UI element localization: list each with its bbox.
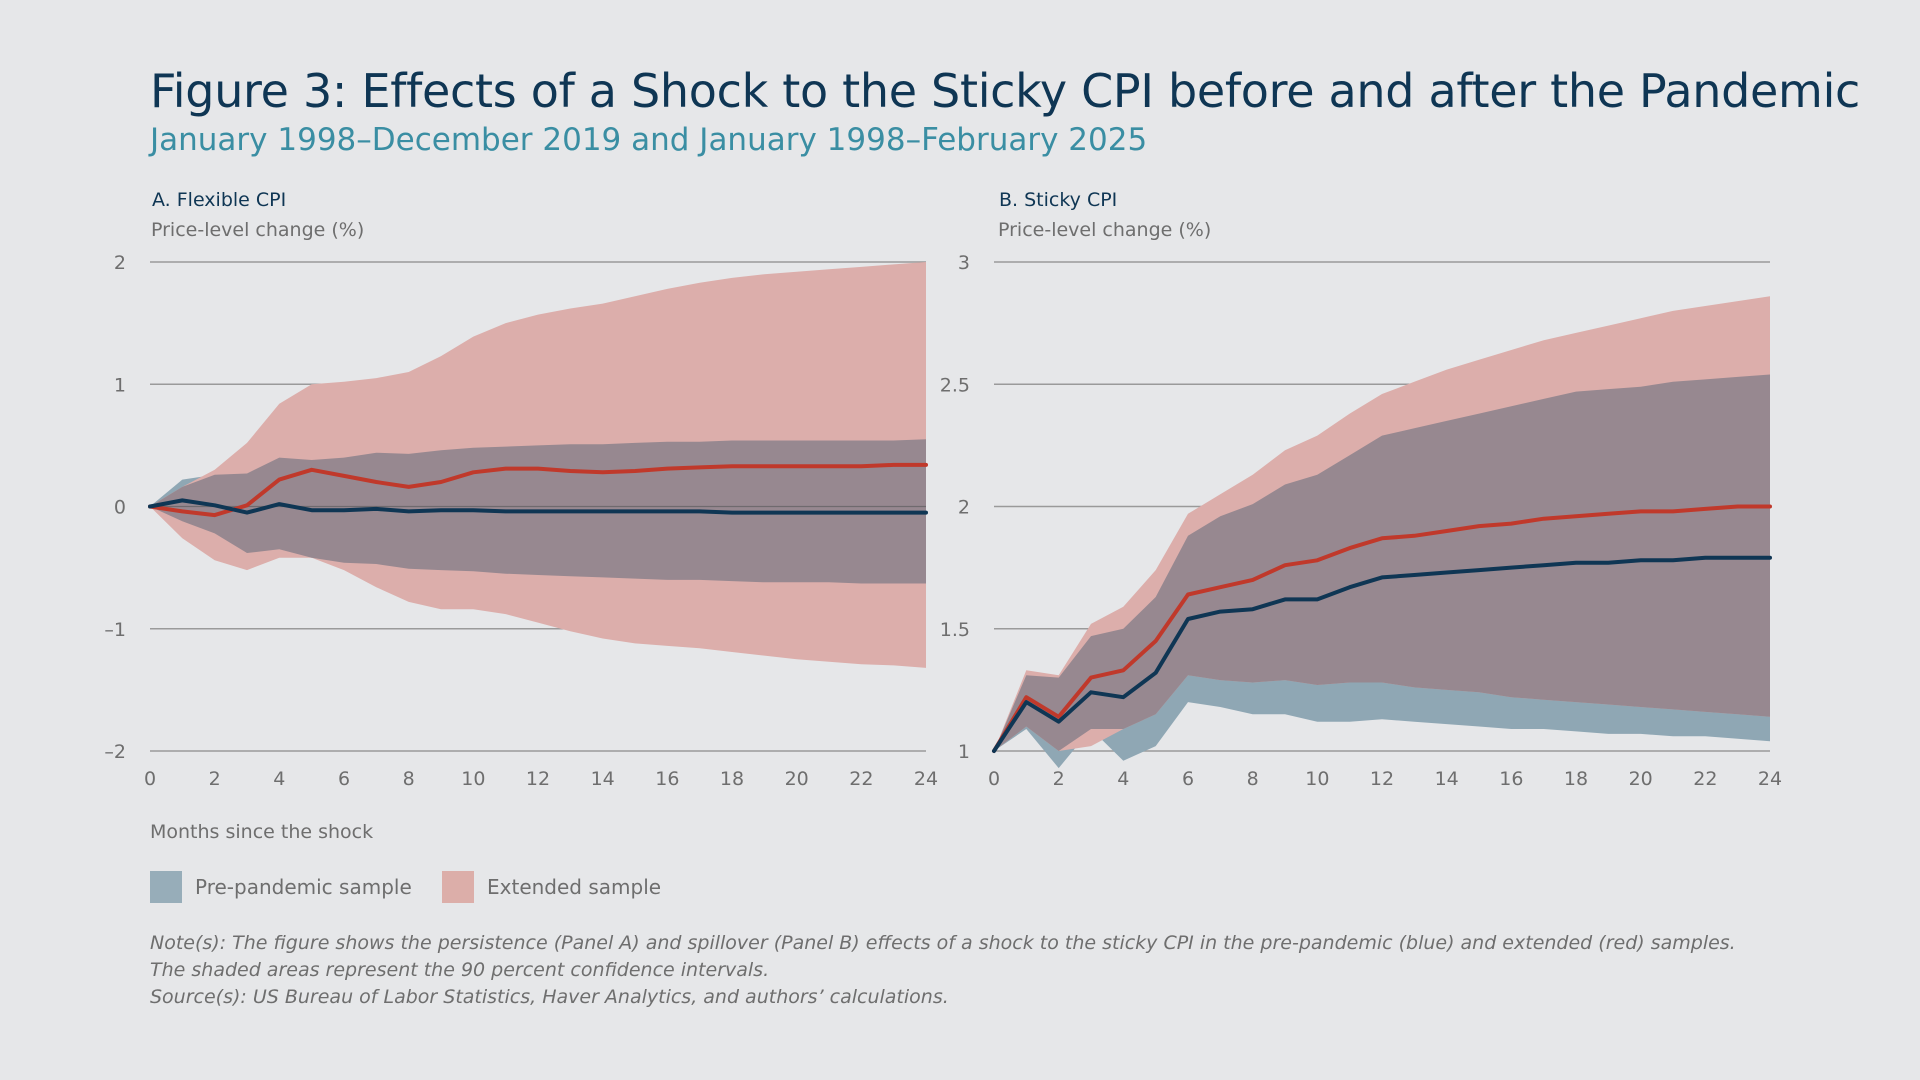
panel-b-extended-line (992, 504, 1772, 753)
panel-a-y-tick-label: 1 (114, 374, 126, 396)
panel-b-overlap-confidence-band (994, 374, 1770, 751)
panel-b-y-tick-label: 1 (958, 741, 970, 763)
panel-a-x-tick-label: 24 (914, 768, 938, 790)
panel-a-y-tick-label: –1 (104, 619, 126, 641)
legend-item-pre-pandemic: Pre-pandemic sample (150, 870, 412, 904)
panel-a-x-tick-label: 12 (526, 768, 550, 790)
panel-b-x-tick-label: 16 (1499, 768, 1523, 790)
panel-b-y-axis-label: Price-level change (%) (998, 219, 1212, 241)
panel-a-x-tick-label: 14 (591, 768, 615, 790)
panel-a-extended-line (148, 462, 928, 518)
panel-b-y-tick-label: 3 (958, 252, 970, 274)
panel-a-y-tick-label: 2 (114, 252, 126, 274)
panel-a-x-tick-label: 0 (144, 768, 156, 790)
panel-b-x-tick-label: 10 (1305, 768, 1329, 790)
panel-b-x-tick-label: 6 (1182, 768, 1194, 790)
panel-a-x-tick-label: 22 (849, 768, 873, 790)
panel-b-y-tick-label: 1.5 (940, 619, 970, 641)
panel-b-x-tick-label: 14 (1435, 768, 1459, 790)
panel-b-x-tick-label: 20 (1629, 768, 1653, 790)
panel-b-x-tick-label: 12 (1370, 768, 1394, 790)
figure-source: Source(s): US Bureau of Labor Statistics… (150, 986, 949, 1008)
panel-b-x-tick-label: 2 (1053, 768, 1065, 790)
panel-a-y-axis-label: Price-level change (%) (151, 219, 365, 241)
panel-a-x-tick-label: 6 (338, 768, 350, 790)
panel-b-y-tick-label: 2.5 (940, 374, 970, 396)
panel-a-x-tick-label: 18 (720, 768, 744, 790)
panel-a-pre-pandemic-line (148, 498, 928, 515)
panel-b-y-tick-label: 2 (958, 497, 970, 519)
legend-item-extended: Extended sample (442, 870, 661, 904)
panel-b-x-tick-label: 22 (1693, 768, 1717, 790)
panel-b-x-tick-label: 8 (1247, 768, 1259, 790)
panel-b-x-tick-label: 24 (1758, 768, 1782, 790)
panel-a-chart: 210–1–20 2 4 6 8 10 12 14 16 18 20 22 24 (104, 252, 938, 790)
panel-b-title: B. Sticky CPI (999, 189, 1118, 211)
panel-a-x-tick-label: 20 (785, 768, 809, 790)
legend-swatch-pre-pandemic (150, 871, 182, 903)
figure-note: Note(s): The figure shows the persistenc… (150, 932, 1736, 981)
legend-label-pre-pandemic: Pre-pandemic sample (195, 875, 412, 899)
panel-a-x-tick-label: 8 (403, 768, 415, 790)
panel-b-x-tick-label: 18 (1564, 768, 1588, 790)
panel-b-x-tick-label: 4 (1117, 768, 1129, 790)
figure-subtitle: January 1998–December 2019 and January 1… (150, 122, 1148, 158)
panel-a-y-tick-label: 0 (114, 497, 126, 519)
x-axis-label: Months since the shock (150, 821, 374, 843)
panel-a-x-tick-label: 16 (655, 768, 679, 790)
panel-a-title: A. Flexible CPI (152, 189, 287, 211)
panel-a-y-tick-label: –2 (104, 741, 126, 763)
legend-swatch-extended (442, 871, 474, 903)
panel-a-x-tick-label: 4 (273, 768, 285, 790)
figure-title: Figure 3: Effects of a Shock to the Stic… (150, 64, 1861, 118)
panel-b-pre-pandemic-line (992, 555, 1772, 753)
panel-a-x-tick-label: 10 (461, 768, 485, 790)
panel-b-chart: 32.521.510 2 4 6 8 10 12 14 16 18 20 22 24 (940, 252, 1782, 790)
panel-a-x-tick-label: 2 (209, 768, 221, 790)
legend-label-extended: Extended sample (487, 875, 662, 899)
panel-b-x-tick-label: 0 (988, 768, 1000, 790)
